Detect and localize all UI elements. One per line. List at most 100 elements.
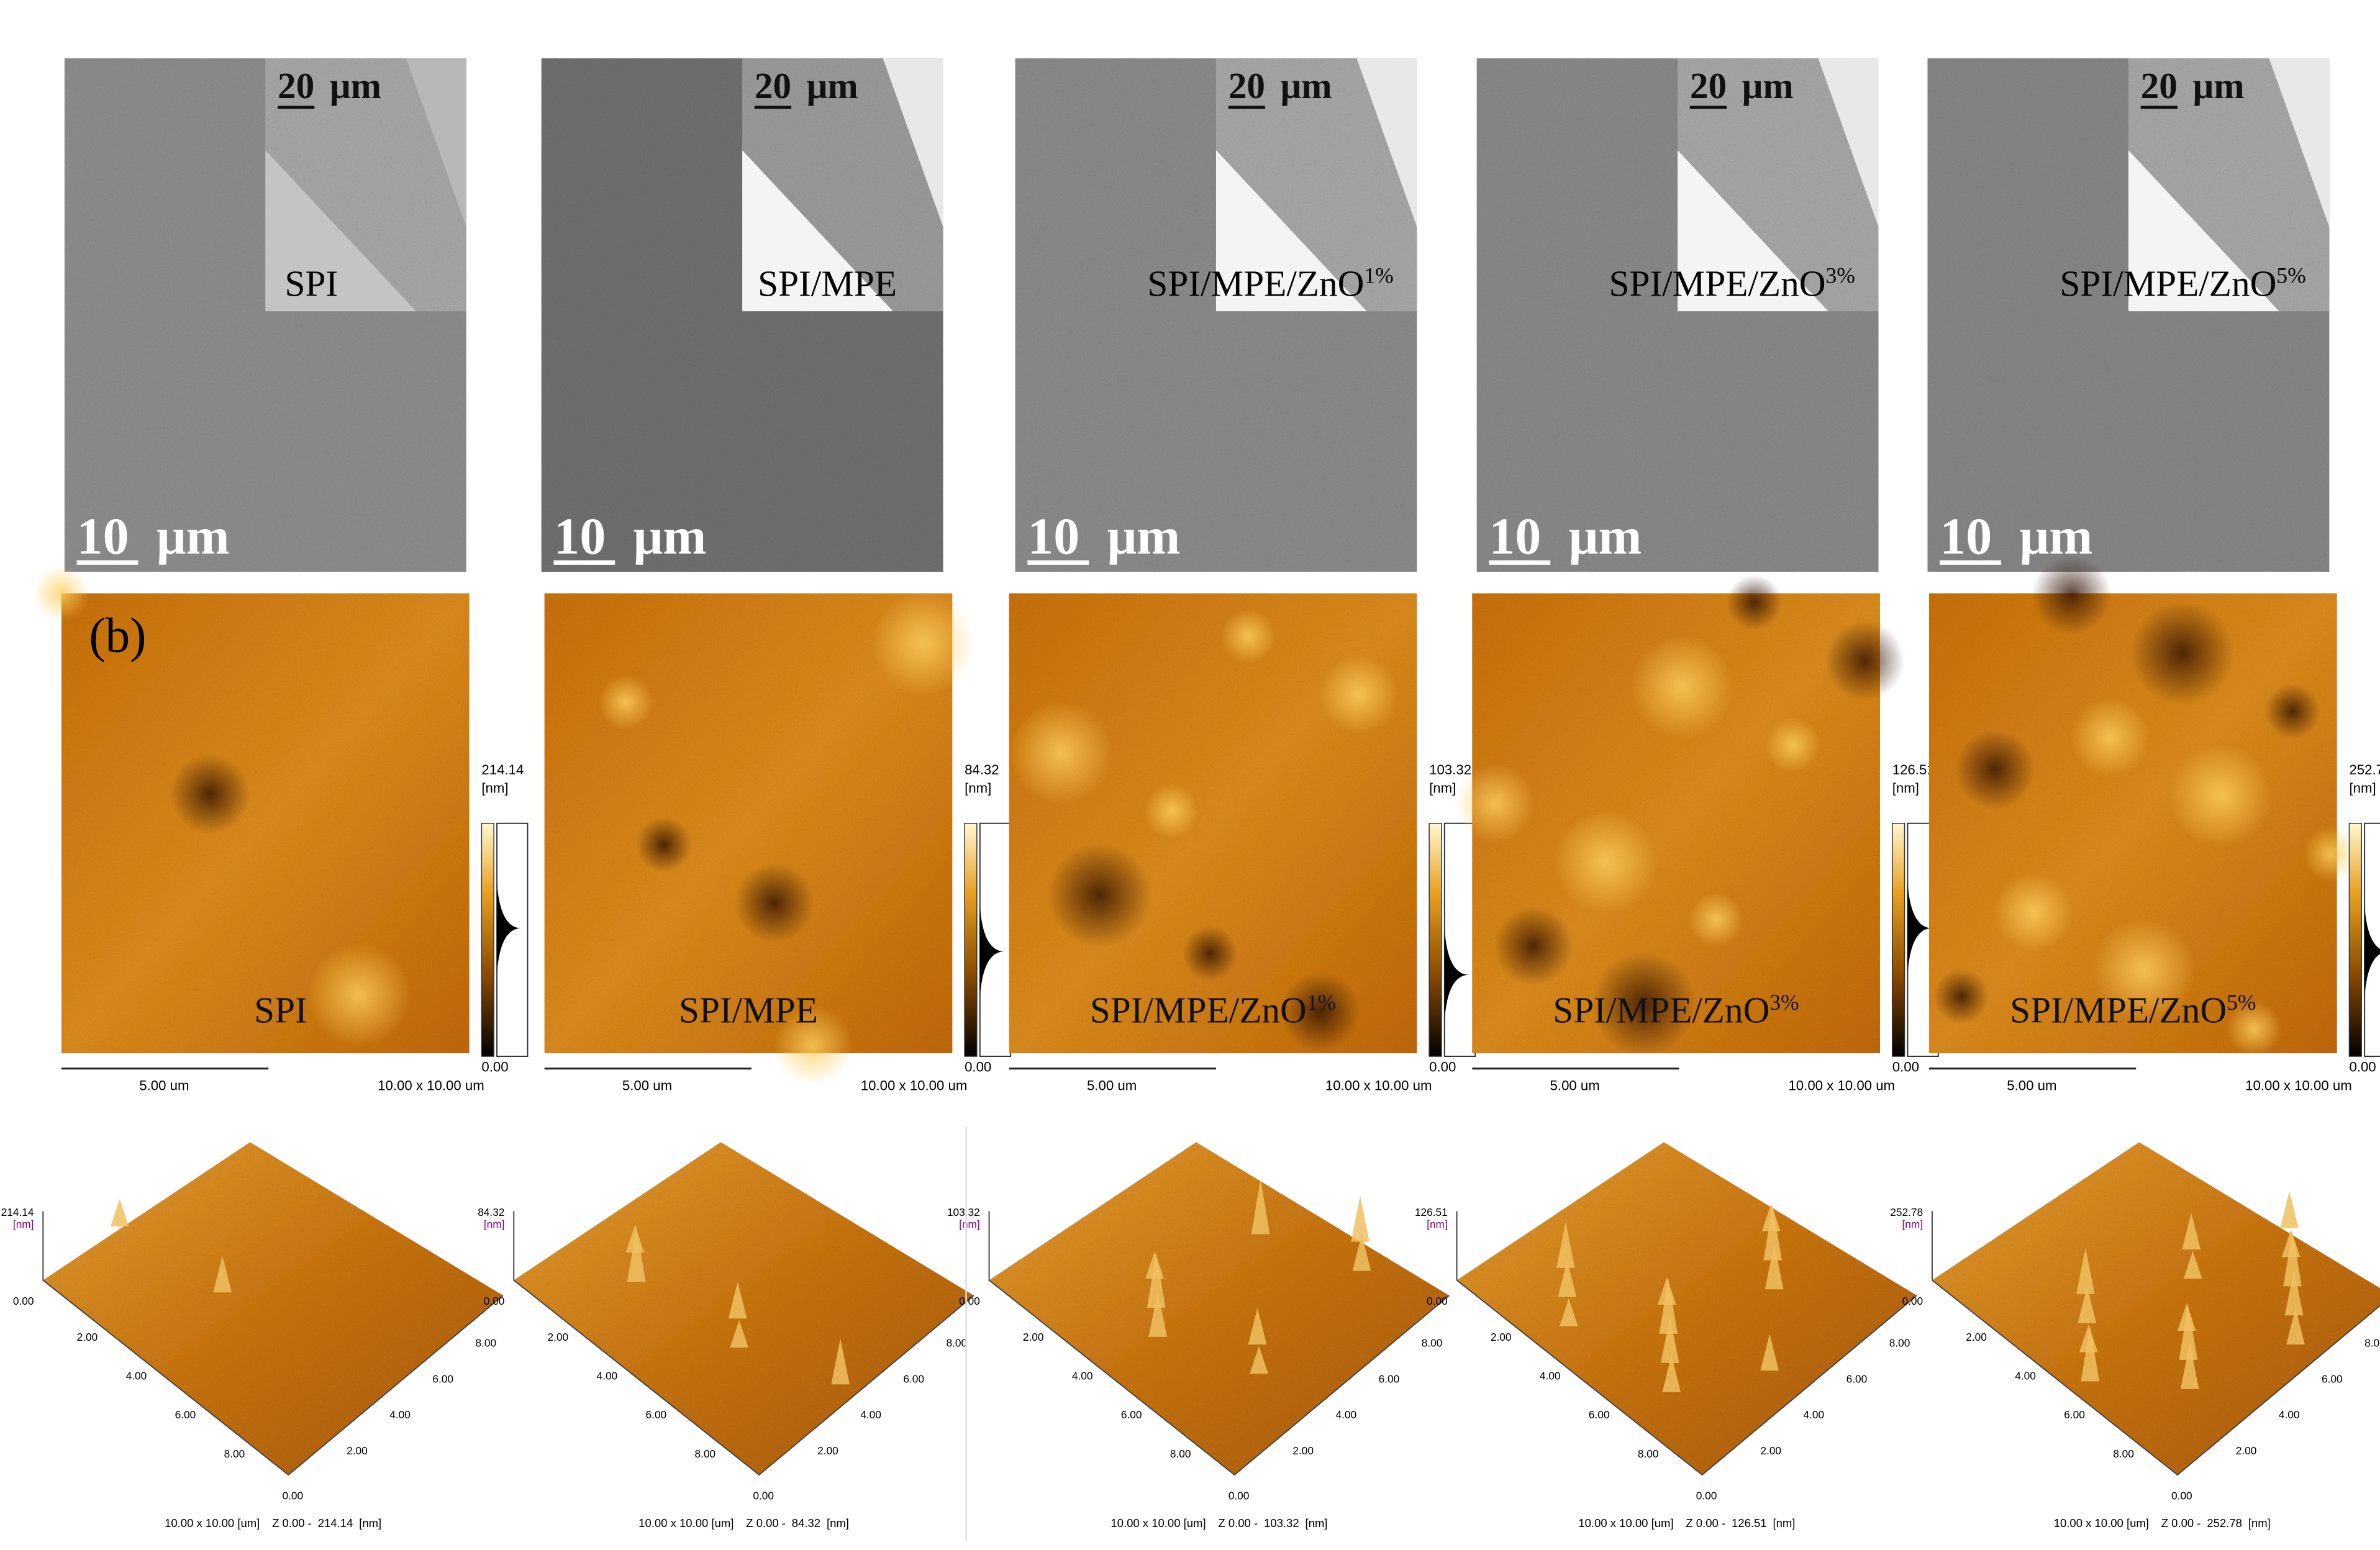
afm-3d-peak: [2283, 1231, 2302, 1287]
inset-scale-number: 20: [1229, 65, 1265, 106]
colorbar-max: 252.78: [2349, 762, 2380, 777]
sample-superscript: 1%: [1307, 990, 1336, 1015]
main-scale-unit: μm: [157, 507, 230, 565]
y-axis-tick: 6.00: [2322, 1372, 2343, 1385]
histogram: [1907, 882, 1932, 974]
caption-max: 84.32: [792, 1516, 820, 1530]
x-axis-tick: 6.00: [646, 1408, 667, 1421]
afm-3d-axes: [513, 1211, 974, 1476]
y-axis-tick: 6.00: [1846, 1372, 1868, 1385]
afm-feature: [1591, 952, 1696, 1057]
afm-3d-peak: [730, 1320, 748, 1348]
z-axis-unit: [nm]: [1427, 1218, 1448, 1231]
caption-size: 10.00 x 10.00 [um]: [638, 1516, 734, 1530]
colorbar: [964, 823, 978, 1057]
inset-scale-unit: μm: [1281, 65, 1332, 106]
z-axis-max: 214.14: [1, 1206, 34, 1218]
afm-3d-peak: [1763, 1205, 1782, 1261]
afm-3d-caption: 10.00 x 10.00 [um] Z 0.00 - 126.51 [nm]: [1578, 1516, 1795, 1530]
afm-3d-peak: [728, 1281, 747, 1319]
caption-unit: [nm]: [1773, 1516, 1795, 1530]
y-axis-tick: 6.00: [432, 1372, 453, 1385]
main-scale: 10 μm: [1027, 507, 1180, 565]
z-axis-zero: 0.00: [1902, 1295, 1923, 1307]
afm-3d-axes: [988, 1211, 1450, 1476]
sample-label: SPI/MPE/ZnO5%: [2060, 263, 2305, 304]
inset-scale: 20 μm: [755, 65, 858, 106]
colorbar: [1428, 823, 1442, 1057]
afm-3d-peak: [213, 1255, 232, 1293]
axis-origin: 0.00: [2171, 1490, 2192, 1502]
colorbar-max: 84.32: [965, 762, 999, 777]
afm-3d-peak: [2076, 1248, 2095, 1294]
y-axis-tick: 8.00: [2364, 1337, 2380, 1349]
afm-feature: [1493, 906, 1574, 986]
afm-feature: [1765, 717, 1820, 773]
afm-feature: [1630, 635, 1735, 739]
x-axis-tick: 2.00: [1491, 1331, 1512, 1343]
afm-3d-peak: [1148, 1290, 1167, 1337]
caption-max: 103.32: [1264, 1516, 1299, 1530]
inset-scale-unit: μm: [807, 65, 858, 106]
main-scale-number: 10: [77, 507, 129, 565]
colorbar-min: 0.00: [1429, 1059, 1456, 1075]
sample-label: SPI/MPE/ZnO3%: [1609, 263, 1855, 304]
y-axis-tick: 4.00: [2279, 1408, 2300, 1421]
afm-feature: [1182, 926, 1238, 982]
colorbar-unit: [nm]: [965, 780, 991, 795]
y-axis-tick: 8.00: [476, 1337, 497, 1349]
afm-feature: [1993, 872, 2074, 953]
y-axis-tick: 2.00: [347, 1444, 368, 1457]
colorbar-unit: [nm]: [1892, 780, 1919, 795]
caption-size: 10.00 x 10.00 [um]: [1111, 1516, 1206, 1530]
afm-scale-label: 5.00 um: [1087, 1077, 1137, 1093]
afm-feature: [1280, 972, 1361, 1052]
y-axis-tick: 4.00: [1804, 1408, 1825, 1421]
z-axis-zero: 0.00: [1427, 1295, 1448, 1307]
afm-3d-surface: [1456, 1142, 1917, 1475]
sample-name: SPI: [285, 263, 338, 304]
colorbar: [1891, 823, 1905, 1057]
main-scale-unit: μm: [1569, 507, 1642, 565]
afm-feature: [170, 754, 250, 835]
afm-feature: [1047, 843, 1152, 948]
afm-feature: [2303, 826, 2359, 882]
sem-inset-background: [742, 150, 893, 312]
colorbar-max: 126.51: [1892, 762, 1935, 777]
sample-name: SPI/MPE/ZnO: [1090, 990, 1307, 1031]
x-axis-tick: 4.00: [1072, 1369, 1093, 1382]
afm-feature: [734, 863, 815, 943]
afm-scale-label: 5.00 um: [139, 1077, 189, 1093]
inset-scale: 20 μm: [1229, 65, 1332, 106]
main-scale: 10 μm: [1940, 507, 2092, 565]
colorbar-unit: [nm]: [2349, 780, 2376, 795]
afm-3d-peak: [2286, 1307, 2305, 1345]
caption-z: Z 0.00 -: [1218, 1516, 1258, 1530]
caption-unit: [nm]: [827, 1516, 849, 1530]
z-axis-zero: 0.00: [484, 1295, 505, 1307]
afm-feature: [2130, 601, 2235, 705]
afm-feature: [1955, 730, 2035, 810]
sample-label: SPI/MPE/ZnO1%: [1090, 990, 1336, 1031]
afm-feature: [2226, 1001, 2282, 1057]
main-scale: 10 μm: [1489, 507, 1642, 565]
colorbar: [2348, 823, 2362, 1057]
sample-name: SPI: [254, 990, 307, 1031]
afm-3d-axes: [1456, 1211, 1917, 1476]
z-axis-max: 84.32: [478, 1206, 504, 1218]
y-axis-tick: 4.00: [860, 1408, 881, 1421]
y-axis-tick: 6.00: [1379, 1372, 1400, 1385]
z-axis-unit: [nm]: [484, 1218, 505, 1231]
inset-scale-unit: μm: [2193, 65, 2245, 106]
inset-scale-number: 20: [755, 65, 791, 106]
x-axis-tick: 2.00: [1966, 1331, 1987, 1343]
afm-feature: [2168, 743, 2273, 848]
x-axis-tick: 6.00: [2064, 1408, 2085, 1421]
x-axis-tick: 2.00: [1023, 1331, 1044, 1343]
afm-3d-peak: [627, 1226, 646, 1282]
y-axis-tick: 8.00: [1422, 1337, 1443, 1349]
afm-feature: [1319, 655, 1399, 735]
afm-3d-peak: [2179, 1304, 2198, 1360]
inset-scale-number: 20: [1690, 65, 1727, 106]
